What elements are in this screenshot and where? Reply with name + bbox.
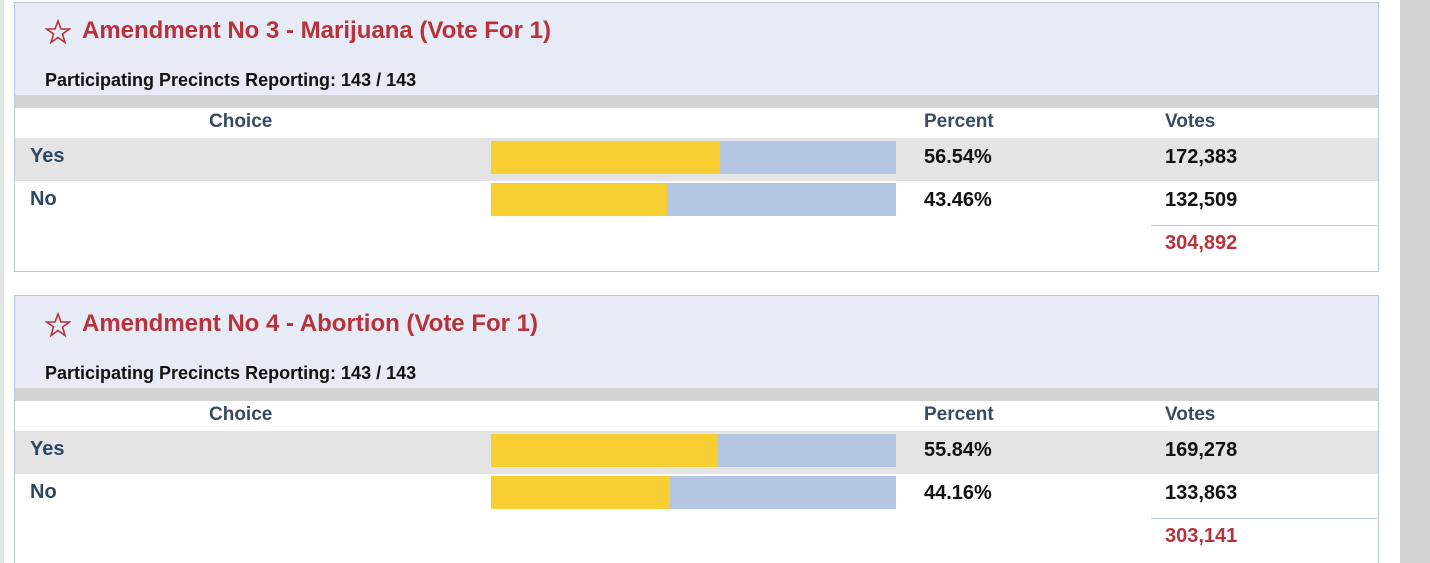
bar-filled (491, 183, 667, 216)
result-row: No 44.16% 133,863 (15, 474, 1378, 517)
scroll-gutter (1400, 0, 1430, 563)
column-header: Choice (209, 111, 273, 132)
left-edge (0, 0, 4, 563)
total-votes: 304,892 (1165, 232, 1238, 254)
choice: Yes (30, 145, 65, 167)
percent: 55.84% (924, 439, 992, 461)
bar-remainder (719, 141, 896, 174)
separator (15, 95, 1378, 108)
choice: Yes (30, 438, 65, 460)
result-row: No 43.46% 132,509 (15, 181, 1378, 224)
precincts-reporting: Participating Precincts Reporting: 143 /… (45, 363, 417, 383)
bar-filled (491, 476, 670, 509)
votes: 172,383 (1165, 146, 1238, 168)
votes: 169,278 (1165, 439, 1238, 461)
bar-remainder (669, 476, 896, 509)
contest-panel: Amendment No 4 - Abortion (Vote For 1) Pa… (14, 295, 1379, 563)
contest-title: Amendment No 4 - Abortion (Vote For 1) (82, 310, 538, 337)
total-votes: 303,141 (1165, 525, 1238, 547)
bar-remainder (717, 434, 896, 467)
votes: 133,863 (1165, 482, 1238, 504)
total-rule (1151, 518, 1377, 519)
separator (15, 388, 1378, 401)
percent: 43.46% (924, 189, 992, 211)
column-header: Votes (1165, 111, 1216, 132)
contest-title: Amendment No 3 - Marijuana (Vote For 1) (82, 17, 551, 44)
votes: 132,509 (1165, 189, 1238, 211)
bar-filled (491, 434, 718, 467)
precincts-reporting: Participating Precincts Reporting: 143 /… (45, 70, 417, 90)
total-rule (1151, 225, 1377, 226)
result-row: Yes 55.84% 169,278 (15, 431, 1378, 474)
result-row: Yes 56.54% 172,383 (15, 138, 1378, 181)
contest-panel: Amendment No 3 - Marijuana (Vote For 1) P… (14, 2, 1379, 272)
bar-remainder (667, 183, 896, 216)
percent: 44.16% (924, 482, 992, 504)
column-header: Choice (209, 404, 273, 425)
favorite-star[interactable] (44, 18, 72, 50)
column-header: Percent (924, 111, 994, 132)
choice: No (30, 188, 57, 210)
column-header: Votes (1165, 404, 1216, 425)
contest-header (15, 3, 1378, 95)
column-header: Percent (924, 404, 994, 425)
percent: 56.54% (924, 146, 992, 168)
contest-header (15, 296, 1378, 388)
bar-filled (491, 141, 720, 174)
choice: No (30, 481, 57, 503)
favorite-star[interactable] (44, 311, 72, 343)
